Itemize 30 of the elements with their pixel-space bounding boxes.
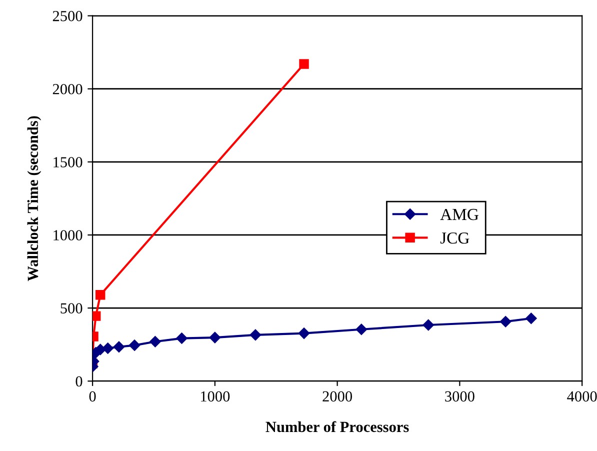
- point: [422, 319, 434, 331]
- point: [113, 341, 125, 353]
- x-tick-label: 3000: [445, 391, 474, 402]
- x-tick-label: 0: [89, 391, 96, 402]
- point: [102, 342, 114, 354]
- point: [298, 328, 310, 339]
- x-tick-label: 2000: [322, 391, 352, 402]
- point: [250, 329, 262, 341]
- y-tick-label: 1500: [54, 157, 82, 168]
- x-tick-label: 4000: [567, 391, 597, 402]
- point: [500, 316, 512, 328]
- point: [299, 59, 309, 69]
- point: [176, 332, 188, 344]
- y-tick-label: 2500: [52, 10, 82, 22]
- point: [150, 336, 161, 348]
- x-tick-label: 1000: [200, 391, 230, 402]
- point: [96, 290, 106, 300]
- y-tick-label: 2000: [52, 84, 82, 94]
- legend-label: AMG: [440, 208, 478, 220]
- point: [526, 312, 537, 324]
- y-tick-label: 0: [76, 376, 82, 387]
- y-tick-label: 1000: [54, 230, 82, 240]
- point: [128, 340, 140, 351]
- point: [209, 332, 221, 344]
- point: [92, 311, 101, 321]
- point: [356, 324, 368, 335]
- y-axis-title: Wallclock Time (seconds): [27, 116, 42, 282]
- x-axis-title: Number of Processors: [266, 421, 409, 432]
- legend-label: JCG: [440, 232, 470, 244]
- y-tick-label: 500: [60, 303, 82, 314]
